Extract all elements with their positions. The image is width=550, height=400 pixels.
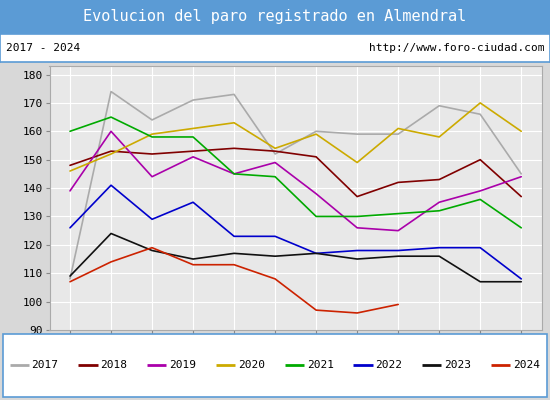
Text: 2017: 2017 <box>32 360 59 370</box>
Text: 2020: 2020 <box>238 360 265 370</box>
Text: 2024: 2024 <box>513 360 540 370</box>
Text: 2018: 2018 <box>100 360 128 370</box>
Text: 2021: 2021 <box>307 360 334 370</box>
Text: 2019: 2019 <box>169 360 196 370</box>
Text: 2017 - 2024: 2017 - 2024 <box>6 43 80 53</box>
FancyBboxPatch shape <box>3 334 547 396</box>
Text: Evolucion del paro registrado en Almendral: Evolucion del paro registrado en Almendr… <box>84 10 466 24</box>
Text: http://www.foro-ciudad.com: http://www.foro-ciudad.com <box>369 43 544 53</box>
Text: 2023: 2023 <box>444 360 471 370</box>
Text: 2022: 2022 <box>375 360 403 370</box>
